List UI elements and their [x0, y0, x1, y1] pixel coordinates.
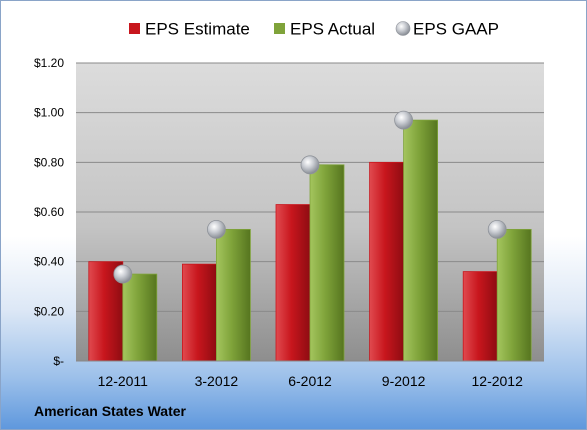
- eps-estimate-bar: [181, 263, 217, 362]
- y-tick-label: $0.60: [34, 205, 64, 219]
- x-category-label: 12-2012: [472, 373, 524, 389]
- legend-gaap-label: EPS GAAP: [413, 20, 499, 39]
- y-tick-label: $0.40: [34, 255, 64, 269]
- y-tick-label: $1.00: [34, 106, 64, 120]
- y-tick-label: $0.20: [34, 304, 64, 318]
- x-category-label: 3-2012: [195, 373, 239, 389]
- eps-actual-bar: [403, 119, 439, 362]
- eps-estimate-bar: [462, 271, 498, 362]
- legend: EPS Estimate EPS Actual EPS GAAP: [129, 20, 499, 39]
- eps-gaap-marker: [113, 264, 133, 284]
- eps-gaap-marker: [394, 110, 414, 130]
- y-tick-label: $1.20: [34, 56, 64, 70]
- x-axis-labels: 12-2011 3-2012 6-2012 9-2012 12-2012: [98, 373, 523, 389]
- eps-gaap-marker: [206, 219, 226, 239]
- y-axis-ticks: $- $0.20 $0.40 $0.60 $0.80 $1.00 $1.20: [34, 56, 64, 368]
- legend-actual-label: EPS Actual: [290, 20, 375, 39]
- eps-gaap-marker: [487, 219, 507, 239]
- eps-gaap-marker: [300, 155, 320, 175]
- x-category-label: 12-2011: [98, 373, 149, 389]
- eps-actual-bar: [122, 273, 158, 362]
- eps-estimate-bar: [369, 161, 405, 362]
- legend-estimate-swatch: [129, 23, 140, 34]
- y-tick-label: $-: [53, 354, 64, 368]
- eps-actual-bar: [496, 228, 532, 362]
- y-tick-label: $0.80: [34, 155, 64, 169]
- legend-estimate-label: EPS Estimate: [145, 20, 250, 39]
- legend-gaap-swatch: [395, 21, 411, 36]
- gaap-markers: [113, 110, 507, 284]
- company-name: American States Water: [34, 403, 186, 419]
- x-category-label: 6-2012: [288, 373, 332, 389]
- eps-estimate-bar: [275, 204, 311, 362]
- x-category-label: 9-2012: [382, 373, 426, 389]
- eps-actual-bar: [309, 164, 345, 362]
- legend-actual-swatch: [274, 23, 285, 34]
- eps-actual-bar: [215, 228, 251, 362]
